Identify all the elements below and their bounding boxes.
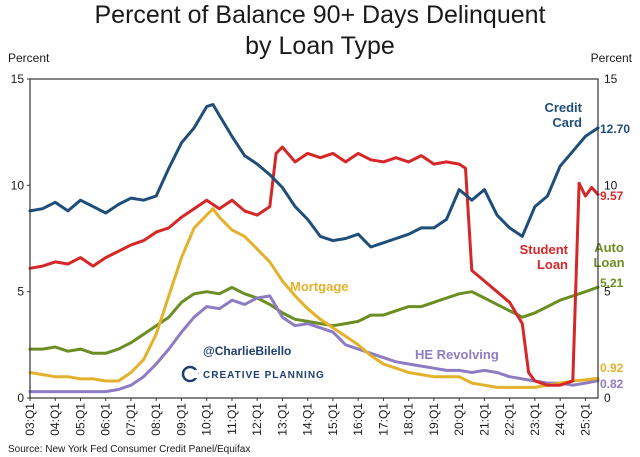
x-tick-label: 09:Q1: [174, 403, 188, 436]
watermark: @CharlieBilello CREATIVE PLANNING: [181, 344, 325, 383]
y-tick-right: 0: [604, 391, 611, 405]
x-tick-label: 13:Q1: [275, 403, 289, 436]
end-value-auto-loan: 5.21: [600, 276, 624, 290]
plot-frame: [29, 78, 599, 399]
series-line-he-revolving: [28, 294, 600, 394]
x-tick-label: 03:Q1: [23, 403, 37, 436]
series-label-auto-loan: Loan: [593, 255, 624, 270]
series-label-credit-card: Credit: [544, 100, 582, 115]
creative-planning-logo-icon: [181, 365, 199, 383]
x-tick-label: 25:Q1: [578, 403, 592, 436]
x-tick-label: 10:Q1: [200, 403, 214, 436]
source-note: Source: New York Fed Consumer Credit Pan…: [8, 444, 250, 455]
x-tick-label: 19:Q1: [427, 403, 441, 436]
series-label-student-loan: Student: [520, 242, 569, 257]
chart-title: Percent of Balance 90+ Days Delinquent: [95, 1, 546, 29]
x-tick-label: 18:Q1: [402, 403, 416, 436]
x-tick-label: 24:Q1: [553, 403, 567, 436]
y-tick-left: 5: [17, 285, 24, 299]
y-axis-label-right: Percent: [591, 51, 633, 65]
end-value-mortgage: 0.92: [600, 361, 624, 375]
y-tick-left: 15: [11, 72, 25, 86]
series-label-credit-card: Card: [552, 115, 582, 130]
y-tick-left: 0: [17, 391, 24, 405]
series-label-he-revolving: HE Revolving: [415, 347, 499, 362]
watermark-brand: CREATIVE PLANNING: [203, 370, 325, 381]
x-tick-label: 21:Q1: [477, 403, 491, 436]
x-tick-label: 23:Q1: [528, 403, 542, 436]
x-tick-label: 04:Q1: [48, 403, 62, 436]
x-tick-label: 05:Q1: [73, 403, 87, 436]
end-value-student-loan: 9.57: [600, 189, 624, 203]
x-tick-label: 07:Q1: [124, 403, 138, 436]
chart-subtitle: by Loan Type: [245, 32, 395, 60]
x-tick-label: 22:Q1: [503, 403, 517, 436]
x-tick-label: 06:Q1: [99, 403, 113, 436]
series-label-mortgage: Mortgage: [290, 279, 349, 294]
x-tick-label: 20:Q1: [452, 403, 466, 436]
x-tick-label: 14:Q1: [301, 403, 315, 436]
end-value-credit-card: 12.70: [600, 122, 630, 136]
x-tick-label: 08:Q1: [149, 403, 163, 436]
y-tick-right: 10: [604, 178, 618, 192]
y-axis-label-left: Percent: [8, 51, 50, 65]
series-line-student-loan: [28, 145, 600, 387]
series-label-student-loan: Loan: [537, 257, 568, 272]
x-tick-label: 12:Q1: [250, 403, 264, 436]
series-line-mortgage: [28, 207, 600, 389]
y-tick-right: 15: [604, 72, 618, 86]
x-tick-label: 16:Q1: [351, 403, 365, 436]
x-tick-label: 11:Q1: [225, 403, 239, 435]
series-label-auto-loan: Auto: [594, 240, 624, 255]
y-tick-right: 5: [604, 285, 611, 299]
end-value-he-revolving: 0.82: [600, 377, 624, 391]
series-line-auto-loan: [28, 285, 600, 355]
series-line-credit-card: [28, 103, 600, 249]
x-tick-label: 15:Q1: [326, 403, 340, 436]
y-tick-left: 10: [11, 178, 25, 192]
watermark-handle: @CharlieBilello: [203, 344, 291, 358]
x-tick-label: 17:Q1: [376, 403, 390, 436]
